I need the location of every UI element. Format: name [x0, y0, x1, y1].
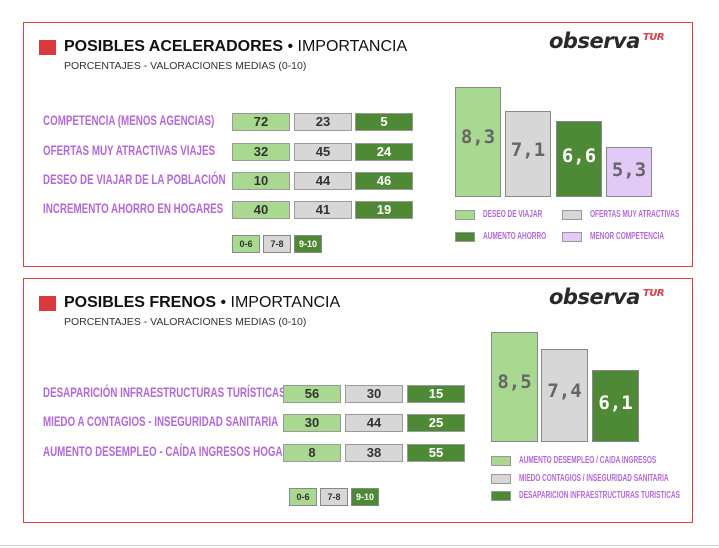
legend-label: MENOR COMPETENCIA: [590, 231, 665, 242]
chart-subtitle: PORCENTAJES - VALORACIONES MEDIAS (0-10): [64, 60, 307, 72]
legend-label: DESAPARICION INFRAESTRUCTURAS TURISTICAS: [519, 490, 680, 501]
legend-label: MIEDO CONTAGIOS / INSEGURIDAD SANITARIA: [519, 473, 669, 484]
bar-2: 6,1: [592, 369, 639, 442]
title-rest: • IMPORTANCIA: [283, 38, 408, 55]
table-cell: 72: [232, 113, 290, 131]
table-cell: 55: [407, 444, 465, 462]
observatur-logo: observa TUR: [549, 285, 665, 309]
table-cell: 19: [355, 201, 413, 219]
legend-swatch: [491, 474, 511, 484]
row-label: MIEDO A CONTAGIOS - INSEGURIDAD SANITARI…: [43, 413, 279, 429]
legend-key-7-8: 7-8: [263, 235, 291, 253]
legend-swatch: [491, 456, 511, 466]
title-bold: POSIBLES ACELERADORES: [64, 38, 283, 55]
legend-swatch: [455, 210, 475, 220]
table-cell: 30: [283, 414, 341, 432]
bar-1: 7,4: [541, 349, 588, 442]
legend-swatch: [562, 232, 582, 242]
table-cell: 30: [345, 385, 403, 403]
legend-label: AUMENTO DESEMPLEO / CAIDA INGRESOS: [519, 455, 657, 466]
legend-swatch: [455, 232, 475, 242]
table-cell: 40: [232, 201, 290, 219]
table-cell: 10: [232, 172, 290, 190]
title-square-icon: [39, 40, 56, 55]
table-cell: 38: [345, 444, 403, 462]
aceleradores-panel: POSIBLES ACELERADORES • IMPORTANCIA PORCE…: [23, 22, 693, 267]
row-label: OFERTAS MUY ATRACTIVAS VIAJES: [43, 142, 216, 158]
chart-subtitle: PORCENTAJES - VALORACIONES MEDIAS (0-10): [64, 316, 307, 328]
legend-key-9-10: 9-10: [351, 488, 379, 506]
row-label: INCREMENTO AHORRO EN HOGARES: [43, 200, 224, 216]
row-label: DESEO DE VIAJAR DE LA POBLACIÓN: [43, 171, 226, 187]
legend-swatch: [562, 210, 582, 220]
table-cell: 46: [355, 172, 413, 190]
bar-3: 5,3: [606, 147, 652, 197]
table-cell: 32: [232, 143, 290, 161]
legend-key-7-8: 7-8: [320, 488, 348, 506]
bar-1: 7,1: [505, 111, 551, 197]
table-cell: 8: [283, 444, 341, 462]
legend-swatch: [491, 491, 511, 501]
chart-title: POSIBLES FRENOS • IMPORTANCIA: [64, 294, 340, 312]
title-bold: POSIBLES FRENOS: [64, 294, 217, 311]
table-cell: 25: [407, 414, 465, 432]
logo-suffix: TUR: [642, 288, 665, 299]
legend-label: OFERTAS MUY ATRACTIVAS: [590, 209, 680, 220]
table-cell: 45: [294, 143, 352, 161]
row-label: COMPETENCIA (MENOS AGENCIAS): [43, 112, 215, 128]
bar-2: 6,6: [556, 121, 602, 197]
row-label: DESAPARICIÓN INFRAESTRUCTURAS TURÍSTICAS: [43, 384, 286, 400]
table-cell: 24: [355, 143, 413, 161]
table-cell: 23: [294, 113, 352, 131]
legend-label: DESEO DE VIAJAR: [483, 209, 543, 220]
bar-0: 8,5: [491, 332, 538, 442]
observatur-logo: observa TUR: [549, 29, 665, 53]
table-cell: 44: [294, 172, 352, 190]
table-cell: 15: [407, 385, 465, 403]
divider: [0, 545, 719, 546]
logo-suffix: TUR: [642, 32, 665, 43]
table-cell: 5: [355, 113, 413, 131]
table-cell: 41: [294, 201, 352, 219]
title-square-icon: [39, 296, 56, 311]
title-rest: • IMPORTANCIA: [216, 294, 341, 311]
table-cell: 56: [283, 385, 341, 403]
row-label: AUMENTO DESEMPLEO - CAÍDA INGRESOS HOGAR…: [43, 443, 303, 459]
legend-label: AUMENTO AHORRO: [483, 231, 547, 242]
legend-key-0-6: 0-6: [289, 488, 317, 506]
frenos-panel: POSIBLES FRENOS • IMPORTANCIA PORCENTAJES…: [23, 278, 693, 523]
legend-key-0-6: 0-6: [232, 235, 260, 253]
bar-0: 8,3: [455, 87, 501, 197]
legend-key-9-10: 9-10: [294, 235, 322, 253]
table-cell: 44: [345, 414, 403, 432]
chart-title: POSIBLES ACELERADORES • IMPORTANCIA: [64, 38, 407, 56]
